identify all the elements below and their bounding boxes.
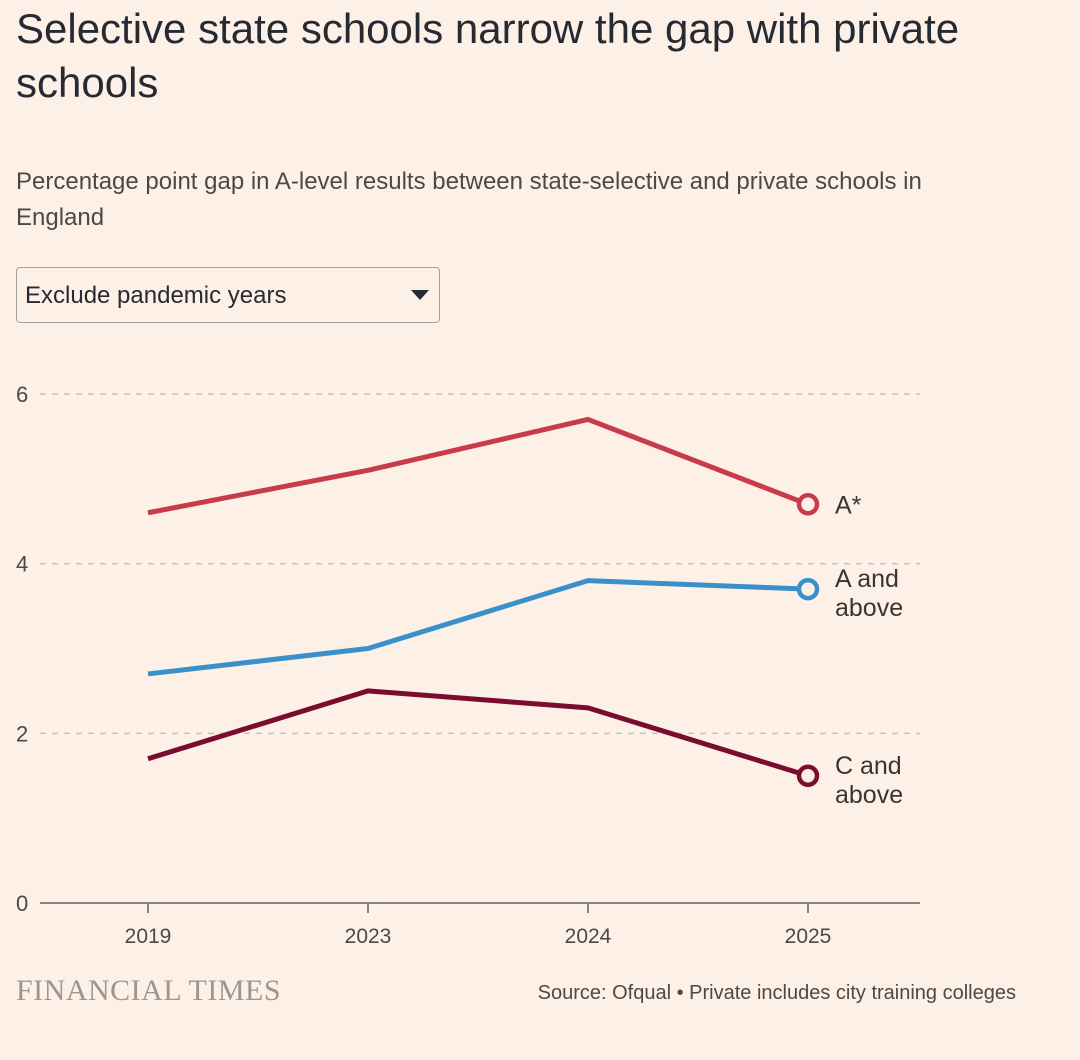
series-label: A and [835,565,899,593]
series-line-a-and-above [147,578,809,677]
dropdown-selected-value: Exclude pandemic years [25,282,287,309]
series-end-marker [796,493,820,516]
y-tick-label: 4 [16,552,28,577]
x-tick-label: 2024 [565,925,612,948]
y-tick-label: 6 [16,382,28,407]
chart-title: Selective state schools narrow the gap w… [16,5,960,106]
series-line-a- [147,416,809,516]
x-tick-label: 2023 [345,925,392,948]
x-tick-label: 2019 [125,925,172,948]
series-label: above [835,781,903,809]
series-label: above [835,594,903,622]
financial-times-logo: FINANCIAL TIMES [16,974,282,1007]
series-end-marker [796,577,820,601]
chart-subtitle: Percentage point gap in A-level results … [16,168,922,231]
source-note: Source: Ofqual • Private includes city t… [537,982,1016,1004]
series-end-marker [796,764,820,787]
series-label: A* [835,491,862,519]
y-tick-label: 2 [16,721,28,746]
pandemic-years-dropdown[interactable]: Exclude pandemic years [16,267,440,323]
y-tick-label: 0 [16,891,28,916]
series-line-c-and-above [147,688,809,779]
x-tick-label: 2025 [785,925,832,948]
triangle-down-icon [411,290,429,300]
series-label: C and [835,752,902,780]
